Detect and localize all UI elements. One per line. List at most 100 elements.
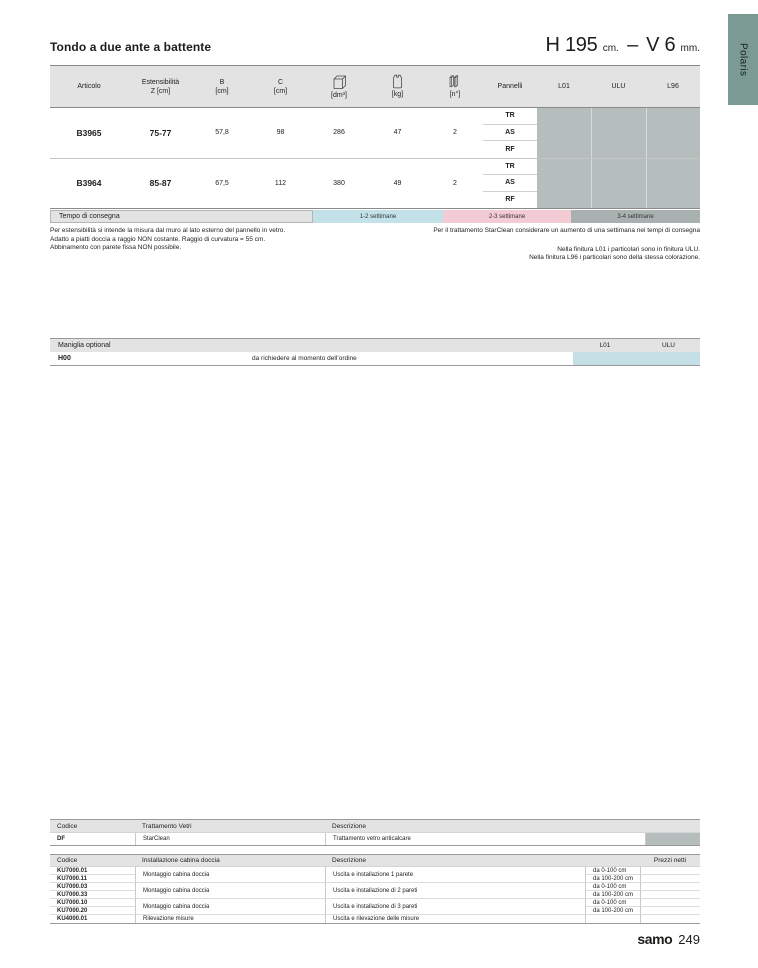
note-line: Nella finitura L01 i particolari sono in…: [557, 245, 700, 253]
column-header-l01: L01: [558, 83, 570, 90]
panel-type-label: TR: [483, 159, 537, 175]
panels-count-value: 2: [453, 179, 457, 187]
volume-value: 380: [333, 179, 345, 187]
weight-icon: [391, 74, 404, 89]
installation-range: da 100-200 cm: [585, 907, 640, 915]
size-separator: –: [627, 34, 638, 56]
price-cell-blank: [645, 833, 700, 845]
page-footer: samo 249: [637, 931, 700, 947]
finish-header-l01: L01: [599, 342, 611, 349]
installation-code: KU7000.10: [50, 899, 135, 907]
price-cell-blank: [640, 899, 700, 907]
column-header-l96: L96: [667, 83, 679, 90]
weight-value: 49: [393, 179, 402, 187]
series-tab-polaris: Polaris: [728, 14, 758, 105]
header-trattamento-vetri: Trattamento Vetri: [142, 822, 192, 830]
notes-right: Per il trattamento StarClean considerare…: [370, 227, 700, 263]
column-header-b: B [cm]: [215, 78, 229, 95]
column-header-estensibilita: Estensibilità Z [cm]: [141, 78, 180, 95]
installation-table: Codice Installazione cabina doccia Descr…: [50, 854, 700, 924]
installation-range: da 100-200 cm: [585, 875, 640, 883]
panels-count-value: 2: [453, 129, 457, 137]
installation-code: KU7000.01: [50, 867, 135, 875]
article-code: B3965: [76, 127, 102, 138]
dimension-c-value: 98: [276, 129, 285, 137]
handle-table-header: Maniglia optional L01 ULU: [50, 338, 700, 352]
price-cell-blank: [640, 907, 700, 915]
price-cell-blank: [640, 883, 700, 891]
installation-service: Montaggio cabina doccia: [135, 883, 325, 899]
header-descrizione: Descrizione: [332, 857, 366, 864]
panel-type-label: TR: [483, 108, 537, 125]
price-cell-blank: [646, 108, 700, 158]
installation-code: KU4000.01: [57, 916, 88, 922]
installation-range: da 100-200 cm: [585, 891, 640, 899]
finish-header-ulu: ULU: [661, 342, 675, 349]
installation-range: da 0-100 cm: [585, 899, 640, 907]
treatment-description: Trattamento vetro anticalcare: [325, 833, 645, 845]
installation-range: [585, 915, 640, 923]
installation-description: Uscita e installazione 1 parete: [325, 867, 585, 883]
header-prezzi-netti: Prezzi netti: [653, 857, 687, 864]
price-cell-blank: [537, 108, 591, 158]
dimension-c-value: 112: [274, 179, 287, 187]
installation-service: Montaggio cabina doccia: [135, 867, 325, 883]
treatment-name: StarClean: [135, 833, 325, 845]
page-title: Tondo a due ante a battente: [50, 40, 212, 54]
price-cell-blank: [640, 867, 700, 875]
delivery-time-bar: Tempo di consegna 1-2 settimane 2-3 sett…: [50, 210, 700, 223]
panels-icon: [447, 74, 463, 89]
weight-value: 47: [393, 129, 402, 137]
column-header-c: C [cm]: [273, 78, 288, 95]
installation-service: Montaggio cabina doccia: [135, 899, 325, 915]
installation-description: Uscita e installazione di 3 pareti: [325, 899, 585, 915]
installation-description: Uscita e installazione di 2 pareti: [325, 883, 585, 899]
header-codice: Codice: [57, 822, 78, 830]
price-cell-blank: [646, 158, 700, 208]
treatment-table-header: Codice Trattamento Vetri Descrizione: [50, 820, 700, 833]
panel-type-label: AS: [483, 125, 537, 141]
glass-thickness-unit: mm.: [680, 43, 700, 54]
installation-code: KU7000.03: [50, 883, 135, 891]
installation-range: da 0-100 cm: [585, 867, 640, 875]
header-installazione: Installazione cabina doccia: [142, 857, 220, 864]
handle-optional-table: Maniglia optional L01 ULU H00 da richied…: [50, 338, 700, 366]
column-header-ulu: ULU: [611, 83, 626, 90]
article-code: B3964: [76, 178, 102, 189]
column-header-articolo: Articolo: [77, 83, 101, 90]
note-line: Abbinamento con parete fissa NON possibi…: [50, 244, 182, 251]
volume-value: 286: [333, 129, 345, 137]
panel-type-label: RF: [505, 145, 515, 153]
height-value: H 195: [545, 34, 598, 56]
dimension-b-value: 67,5: [215, 179, 229, 187]
installation-code: KU7000.33: [50, 891, 135, 899]
installation-code: KU7000.20: [50, 907, 135, 915]
series-tab-label: Polaris: [737, 42, 749, 77]
installation-table-header: Codice Installazione cabina doccia Descr…: [50, 855, 700, 867]
installation-table-body: KU7000.01 Montaggio cabina doccia Uscita…: [50, 867, 700, 923]
handle-availability-cell: [573, 352, 700, 365]
note-line: Per il trattamento StarClean considerare…: [433, 227, 700, 234]
product-table-header: Articolo Estensibilità Z [cm] B [cm] C [cm…: [50, 66, 700, 108]
column-header-pannelli: Pannelli: [497, 83, 523, 90]
brand-logo: samo: [637, 931, 673, 947]
size-heading: H 195 cm. – V 6 mm.: [546, 34, 700, 57]
handle-table-row: H00 da richiedere al momento dell’ordine: [50, 352, 700, 366]
delivery-time-label: Tempo di consegna: [50, 210, 313, 223]
handle-table-title: Maniglia optional: [58, 342, 111, 349]
product-table: Articolo Estensibilità Z [cm] B [cm] C [cm…: [50, 65, 700, 209]
glass-thickness-value: V 6: [646, 34, 676, 56]
installation-code: KU7000.11: [50, 875, 135, 883]
handle-code: H00: [58, 355, 71, 362]
price-cell-blank: [640, 915, 700, 923]
delivery-option-1-2-weeks: 1-2 settimane: [313, 210, 443, 223]
delivery-option-2-3-weeks: 2-3 settimane: [443, 210, 571, 223]
price-cell-blank: [640, 875, 700, 883]
extensibility-value: 85-87: [149, 178, 172, 189]
delivery-option-3-4-weeks: 3-4 settimane: [571, 210, 700, 223]
header-descrizione: Descrizione: [332, 822, 366, 830]
extensibility-value: 75-77: [149, 127, 172, 138]
height-unit: cm.: [602, 43, 619, 54]
box-icon: [331, 74, 348, 90]
column-header-volume: [dm³]: [310, 66, 368, 107]
